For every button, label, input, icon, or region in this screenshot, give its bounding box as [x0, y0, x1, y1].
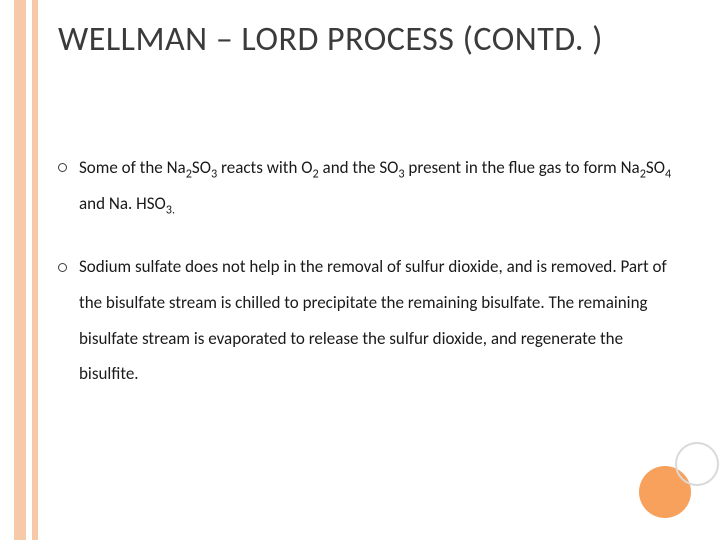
body-text: Some of the Na2SO3 reacts with O2 and th…: [58, 150, 678, 392]
bullet-marker-icon: [58, 163, 67, 172]
list-item: Some of the Na2SO3 reacts with O2 and th…: [58, 150, 678, 221]
list-item: Sodium sulfate does not help in the remo…: [58, 249, 678, 392]
accent-stripe-1: [14, 0, 26, 540]
slide: WELLMAN – LORD PROCESS (CONTD. ) Some of…: [0, 0, 720, 540]
page-title: WELLMAN – LORD PROCESS (CONTD. ): [58, 20, 668, 59]
bullet-marker-icon: [58, 263, 67, 272]
accent-stripe-2: [32, 0, 38, 540]
list-item-text: Sodium sulfate does not help in the remo…: [79, 249, 678, 392]
decor-circle-fill: [675, 442, 719, 486]
list-item-text: Some of the Na2SO3 reacts with O2 and th…: [79, 150, 678, 221]
